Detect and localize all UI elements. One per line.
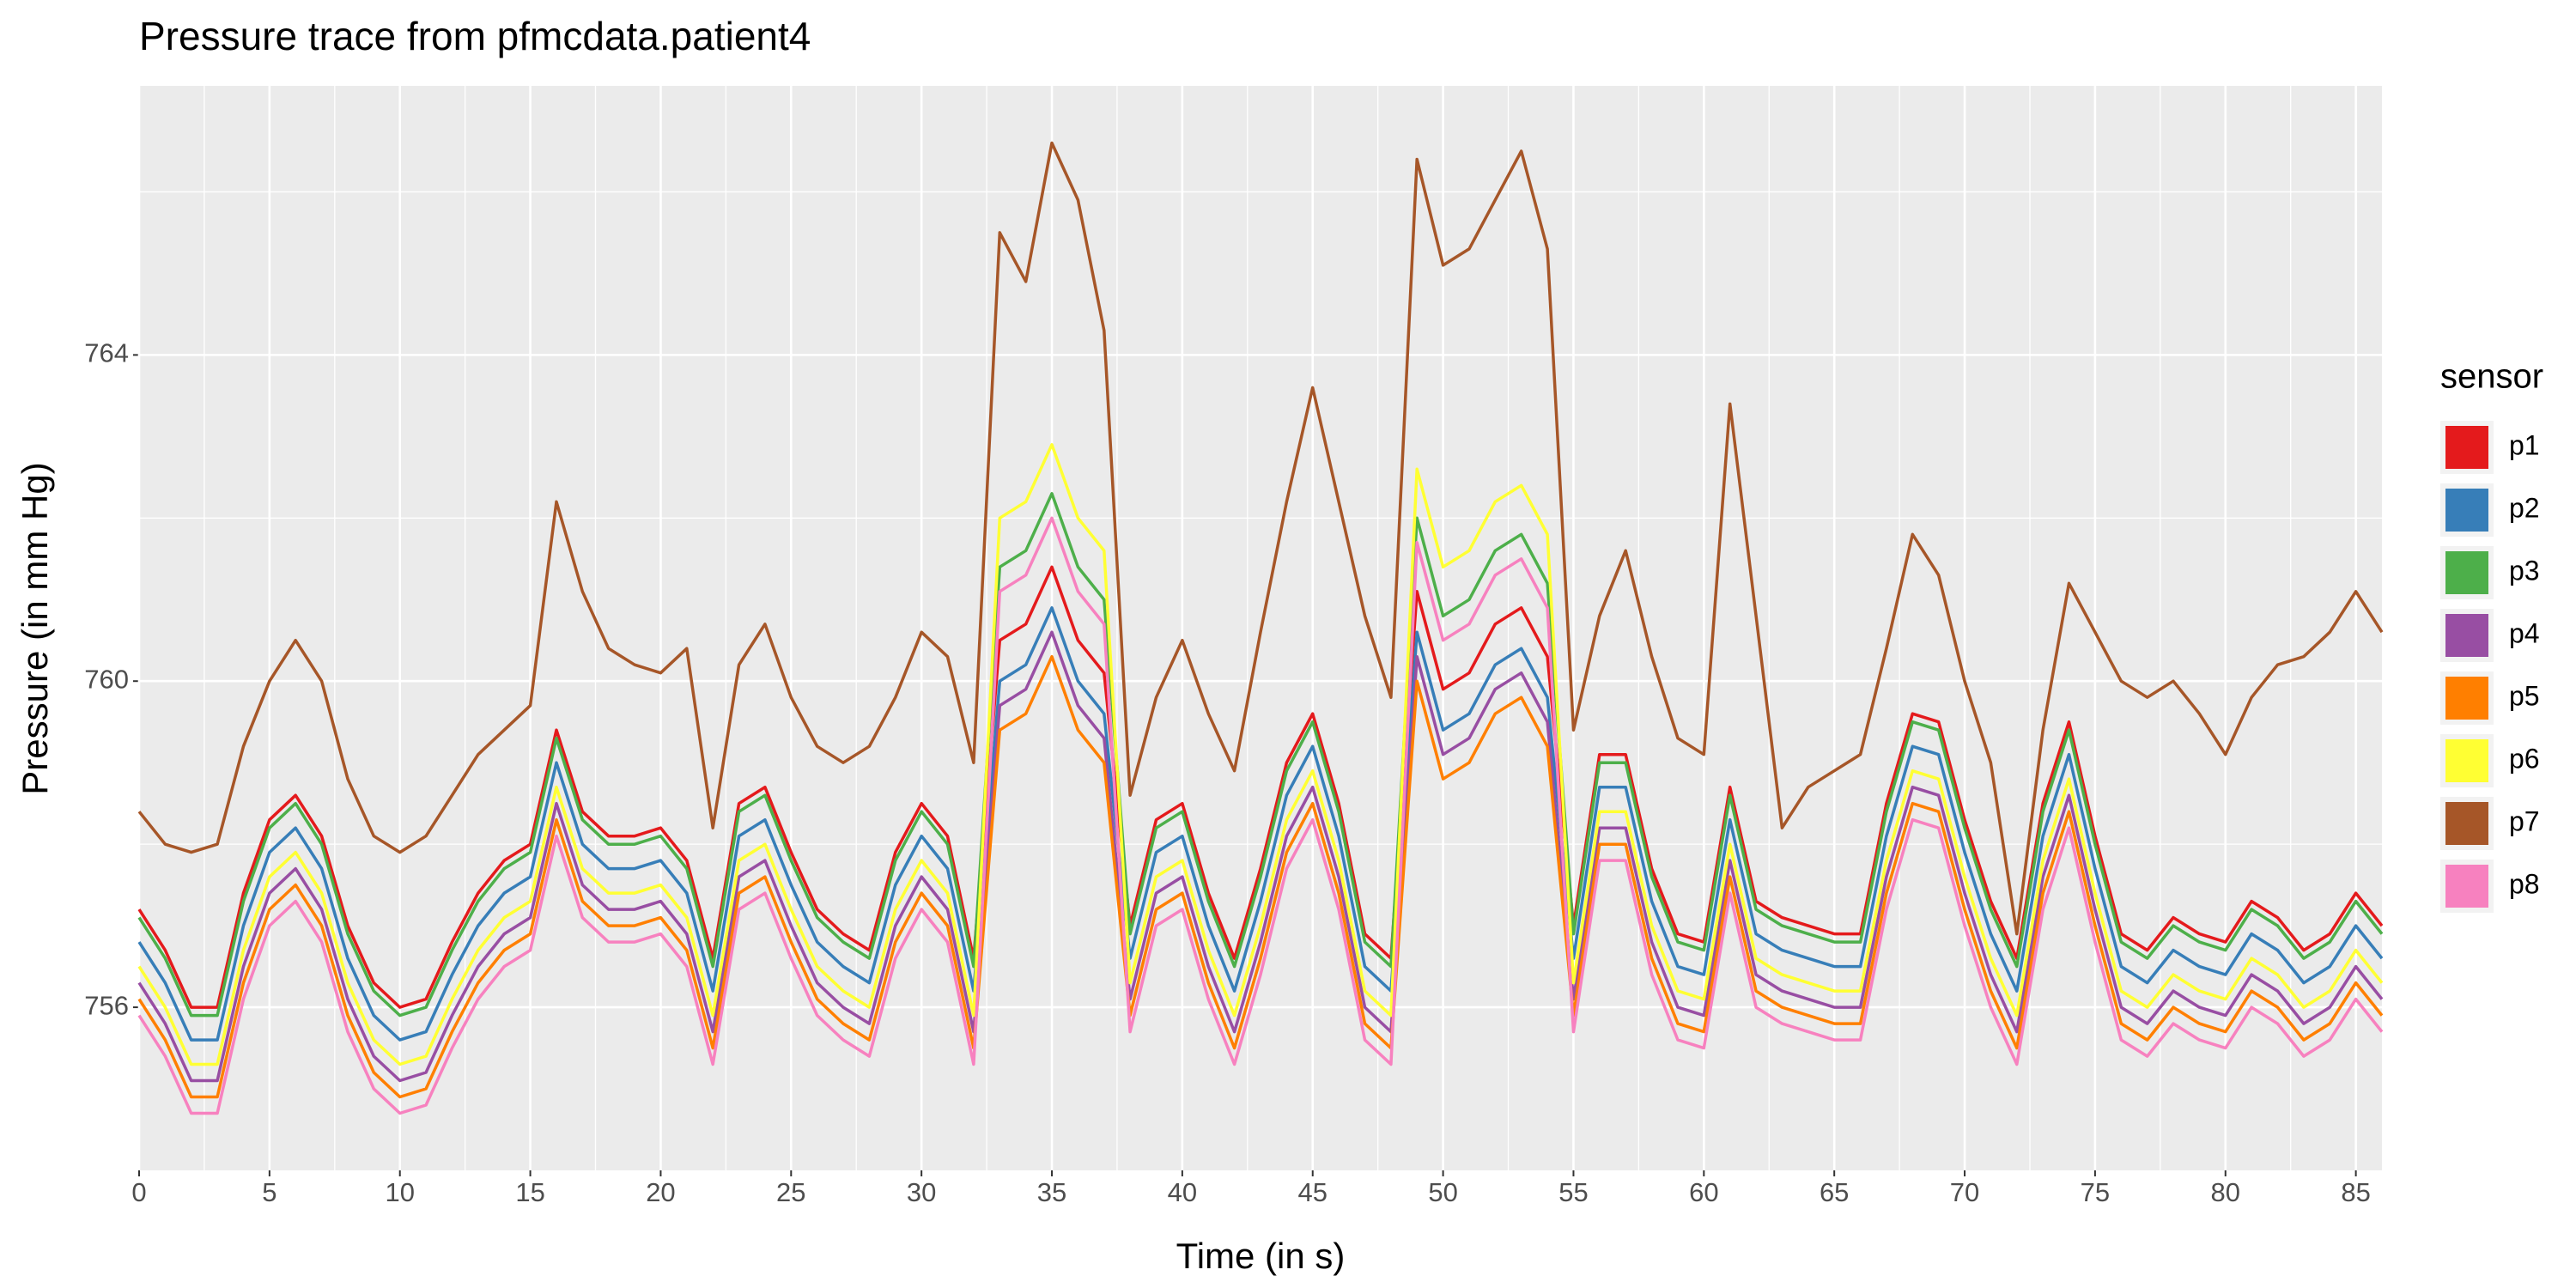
x-tick-label: 15 bbox=[515, 1177, 544, 1207]
legend-label: p5 bbox=[2509, 680, 2540, 711]
x-tick-label: 50 bbox=[1428, 1177, 1457, 1207]
legend-swatch bbox=[2445, 739, 2488, 782]
legend-label: p4 bbox=[2509, 617, 2540, 648]
x-tick-label: 20 bbox=[646, 1177, 675, 1207]
series-line bbox=[137, 141, 2384, 936]
series-line bbox=[137, 606, 2384, 1042]
x-tick-label: 30 bbox=[907, 1177, 936, 1207]
x-tick-label: 35 bbox=[1037, 1177, 1066, 1207]
series-line bbox=[137, 630, 2384, 1083]
legend-label: p3 bbox=[2509, 555, 2540, 586]
y-tick-label: 756 bbox=[84, 990, 129, 1020]
series-line bbox=[137, 516, 2384, 1115]
x-tick-label: 25 bbox=[776, 1177, 805, 1207]
series-line bbox=[137, 654, 2384, 1099]
x-tick-label: 65 bbox=[1820, 1177, 1849, 1207]
legend-swatch bbox=[2445, 865, 2488, 908]
x-tick-label: 10 bbox=[385, 1177, 414, 1207]
x-tick-label: 75 bbox=[2081, 1177, 2110, 1207]
x-tick-label: 40 bbox=[1168, 1177, 1197, 1207]
legend-swatch bbox=[2445, 551, 2488, 594]
x-tick-label: 0 bbox=[131, 1177, 146, 1207]
legend-swatch bbox=[2445, 802, 2488, 845]
legend-swatch bbox=[2445, 677, 2488, 720]
series-line bbox=[137, 565, 2384, 1009]
x-tick-label: 45 bbox=[1298, 1177, 1327, 1207]
x-tick-label: 80 bbox=[2211, 1177, 2240, 1207]
legend-swatch bbox=[2445, 426, 2488, 469]
x-tick-label: 55 bbox=[1558, 1177, 1588, 1207]
legend-label: p6 bbox=[2509, 743, 2540, 774]
y-axis-label: Pressure (in mm Hg) bbox=[15, 462, 55, 794]
legend-swatch bbox=[2445, 614, 2488, 657]
x-tick-label: 60 bbox=[1689, 1177, 1718, 1207]
x-tick-label: 5 bbox=[262, 1177, 276, 1207]
x-axis-label: Time (in s) bbox=[1176, 1236, 1346, 1276]
legend-label: p8 bbox=[2509, 868, 2540, 899]
legend-label: p1 bbox=[2509, 429, 2540, 460]
series-line bbox=[137, 492, 2384, 1018]
y-tick-label: 764 bbox=[84, 338, 129, 368]
series-line bbox=[137, 443, 2384, 1066]
x-tick-label: 70 bbox=[1950, 1177, 1979, 1207]
legend-swatch bbox=[2445, 489, 2488, 532]
chart-title: Pressure trace from pfmcdata.patient4 bbox=[139, 14, 811, 58]
x-tick-label: 85 bbox=[2341, 1177, 2370, 1207]
legend-label: p2 bbox=[2509, 492, 2540, 523]
legend-title: sensor bbox=[2440, 358, 2543, 396]
y-tick-label: 760 bbox=[84, 664, 129, 694]
legend-label: p7 bbox=[2509, 805, 2540, 836]
